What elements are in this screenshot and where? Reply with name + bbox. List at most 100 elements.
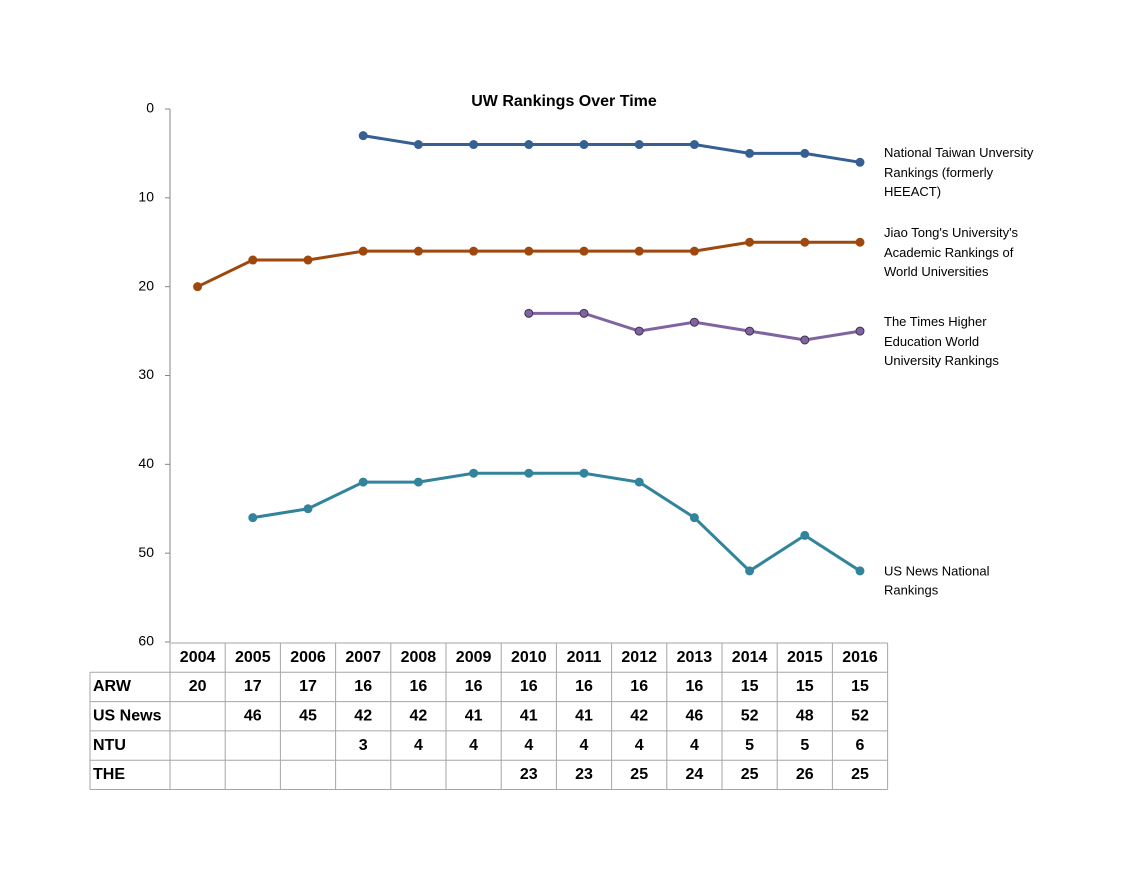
table-cell: 16 (354, 678, 372, 695)
series-label: National Taiwan Unversity Rankings (form… (884, 145, 1034, 200)
data-point (745, 566, 755, 576)
table-cell: 16 (520, 678, 538, 695)
x-tick-label: 2007 (345, 649, 381, 666)
x-tick-label: 2006 (290, 649, 326, 666)
data-point (579, 246, 589, 256)
data-point (358, 131, 368, 141)
table-cell: 6 (856, 737, 865, 754)
table-cell: 20 (189, 678, 207, 695)
table-cell: 46 (686, 707, 704, 724)
table-cell: 16 (575, 678, 593, 695)
x-tick-label: 2011 (567, 649, 602, 666)
table-cell: 46 (244, 707, 262, 724)
table-row-label: ARW (93, 678, 132, 695)
chart-title: UW Rankings Over Time (471, 93, 657, 110)
y-tick-label: 10 (138, 189, 154, 205)
table-cell: 4 (690, 737, 699, 754)
data-point (689, 317, 699, 327)
data-point (800, 530, 810, 540)
table-row-label: US News (93, 707, 162, 724)
data-point (689, 513, 699, 523)
table-cell: 5 (800, 737, 809, 754)
table-cell: 16 (630, 678, 648, 695)
series-line (252, 471, 861, 573)
data-point (524, 468, 534, 478)
series-label: Jiao Tong's University's Academic Rankin… (884, 225, 1019, 279)
table-cell: 52 (851, 707, 869, 724)
data-point (689, 140, 699, 150)
table-cell: 25 (630, 766, 648, 783)
table-cell: 25 (851, 766, 869, 783)
data-point (469, 246, 479, 256)
data-point (193, 282, 203, 292)
table-cell: 15 (851, 678, 869, 695)
data-point (413, 477, 423, 487)
data-point (524, 308, 534, 318)
table-cell: 52 (741, 707, 759, 724)
y-tick-label: 20 (138, 277, 154, 293)
data-point (248, 513, 258, 523)
data-point (855, 326, 865, 336)
data-point (745, 326, 755, 336)
x-tick-label: 2014 (732, 649, 768, 666)
data-point (469, 140, 479, 150)
data-point (524, 246, 534, 256)
table-cell: 45 (299, 707, 317, 724)
table-cell: 16 (465, 678, 483, 695)
table-cell: 15 (741, 678, 759, 695)
table-cell: 17 (244, 678, 262, 695)
table-cell: 42 (630, 707, 648, 724)
table-cell: 17 (299, 678, 317, 695)
table-cell: 23 (575, 766, 593, 783)
data-point (634, 140, 644, 150)
x-tick-label: 2015 (787, 649, 823, 666)
data-point (303, 504, 313, 514)
table-cell: 48 (796, 707, 814, 724)
table-cell: 4 (524, 737, 533, 754)
data-point (413, 246, 423, 256)
data-point (358, 477, 368, 487)
data-point (634, 477, 644, 487)
data-point (469, 468, 479, 478)
table-cell: 4 (635, 737, 644, 754)
table-cell: 5 (745, 737, 754, 754)
y-tick-label: 0 (146, 100, 154, 116)
table-cell: 42 (410, 707, 428, 724)
data-point (634, 326, 644, 336)
data-point (745, 148, 755, 158)
series-label: US News National Rankings (884, 563, 990, 598)
table-cell: 25 (741, 766, 759, 783)
table-cell: 41 (520, 707, 538, 724)
data-point (689, 246, 699, 256)
table-row-label: NTU (93, 737, 126, 754)
y-tick-label: 40 (138, 455, 154, 471)
data-point (524, 140, 534, 150)
data-point (745, 237, 755, 247)
data-point (855, 157, 865, 167)
data-point (800, 148, 810, 158)
x-tick-label: 2012 (621, 649, 657, 666)
data-point (800, 237, 810, 247)
x-tick-label: 2010 (511, 649, 547, 666)
data-point (413, 140, 423, 150)
data-point (248, 255, 258, 265)
data-point (579, 140, 589, 150)
y-tick-label: 30 (138, 366, 154, 382)
table-cell: 4 (580, 737, 589, 754)
table-row-label: THE (93, 766, 125, 783)
x-tick-label: 2016 (842, 649, 878, 666)
data-point (579, 468, 589, 478)
data-point (579, 308, 589, 318)
table-cell: 4 (414, 737, 423, 754)
table-cell: 16 (686, 678, 704, 695)
data-point (800, 335, 810, 345)
data-point (358, 246, 368, 256)
table-cell: 3 (359, 737, 368, 754)
table-cell: 41 (465, 707, 483, 724)
table-cell: 24 (686, 766, 704, 783)
series-line (362, 134, 861, 164)
table-cell: 4 (469, 737, 478, 754)
x-tick-label: 2008 (401, 649, 437, 666)
